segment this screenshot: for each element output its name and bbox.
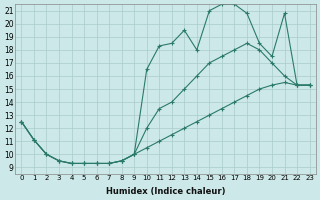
X-axis label: Humidex (Indice chaleur): Humidex (Indice chaleur) bbox=[106, 187, 225, 196]
